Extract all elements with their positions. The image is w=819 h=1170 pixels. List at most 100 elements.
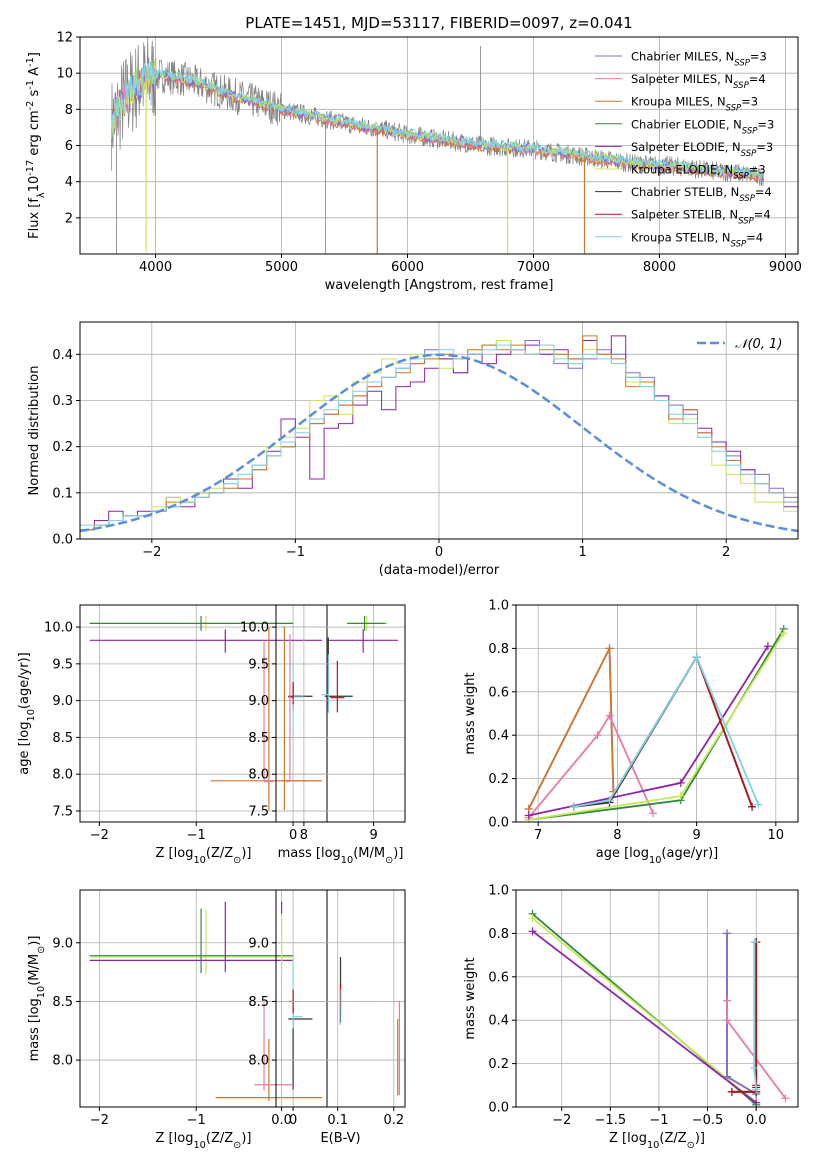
x-tick-label: 0 [435, 545, 443, 560]
y-tick-label: 8.0 [248, 1054, 269, 1069]
grid [80, 890, 327, 1107]
y-axis-label: Normed distribution [27, 366, 42, 496]
x-tick-label: −2 [90, 828, 109, 843]
grid [276, 605, 405, 822]
y-tick-label: 10 [56, 67, 73, 82]
axes-residuals: −2 −1 0 1 2 0.0 0.1 0.2 0.3 0.4 (data-model)/error… [27, 321, 799, 578]
y-tick-label: 0.3 [52, 394, 73, 409]
y-tick-label: 0.0 [488, 1101, 509, 1116]
x-tick-label: 6000 [391, 260, 424, 275]
y-axis-label: mass weight [463, 672, 478, 754]
x-tick-label: 0.0 [746, 1113, 767, 1128]
x-tick-label: 8 [613, 828, 621, 843]
y-tick-label: 0.2 [488, 1057, 509, 1072]
chart-title: PLATE=1451, MJD=53117, FIBERID=0097, z=0… [245, 14, 632, 32]
weight-line [573, 655, 760, 808]
x-axis-label: Z [log10(Z/Z⊙)] [609, 1131, 705, 1151]
x-axis-label: Z [log10(Z/Z⊙)] [156, 846, 252, 866]
y-tick-label: 9.5 [248, 657, 269, 672]
x-tick-label: 8000 [643, 260, 676, 275]
legend-entry: 𝒩(0, 1) [735, 337, 782, 352]
x-tick-label: 5000 [265, 260, 298, 275]
plot-area [528, 909, 790, 1107]
histogram-series [80, 340, 798, 531]
plot-area [524, 624, 788, 822]
grid [516, 604, 798, 823]
x-axis-label: (data-model)/error [379, 563, 500, 578]
y-tick-label: 0.1 [52, 486, 73, 501]
weight-line [528, 645, 769, 817]
y-tick-label: 7.5 [52, 804, 73, 819]
weight-line [531, 917, 757, 1104]
histogram-series [80, 344, 798, 526]
legend-entry: Kroupa ELODIE, NSSP=3 [631, 163, 766, 182]
y-tick-label: 0.0 [488, 816, 509, 831]
x-axis-label: mass [log10(M/M⊙)] [278, 846, 404, 866]
x-axis-label: age [log10(age/yr)] [596, 846, 719, 866]
y-tick-label: 0.4 [488, 1014, 509, 1029]
y-tick-label: 12 [56, 31, 73, 46]
x-tick-label: 1 [578, 545, 586, 560]
axes-frame [515, 889, 799, 1108]
x-tick-label: 0.0 [271, 1113, 292, 1128]
plot-area [89, 616, 323, 811]
x-tick-label: −1 [286, 545, 305, 560]
y-tick-label: 7.5 [248, 804, 269, 819]
y-tick-label: 0.6 [488, 685, 509, 700]
y-tick-label: 8.5 [248, 995, 269, 1010]
x-tick-label: 0 [289, 828, 297, 843]
plot-area [89, 901, 323, 1102]
weight-line [731, 942, 758, 1093]
legend-entry: Salpeter ELODIE, NSSP=3 [631, 140, 773, 159]
x-tick-label: −0.5 [692, 1113, 724, 1128]
y-axis-label: Flux [fλ10-17 erg cm-2 s-1 A-1] [25, 52, 47, 239]
y-tick-label: 8.5 [248, 731, 269, 746]
x-tick-label: 9 [692, 828, 700, 843]
x-tick-label: 7 [534, 828, 542, 843]
y-tick-label: 10.0 [240, 621, 269, 636]
x-tick-label: −1.5 [595, 1113, 627, 1128]
y-tick-label: 8.0 [52, 1054, 73, 1069]
x-tick-label: 0.1 [327, 1113, 348, 1128]
legend-entry: Chabrier MILES, NSSP=3 [631, 50, 767, 69]
y-tick-label: 9.0 [248, 694, 269, 709]
histogram-series [80, 335, 798, 531]
x-tick-label: 4000 [139, 260, 172, 275]
x-tick-label: −1 [649, 1113, 668, 1128]
y-tick-label: 0.4 [52, 348, 73, 363]
y-tick-label: 0.6 [488, 970, 509, 985]
axes-frame [515, 604, 799, 823]
normal-curve [80, 353, 798, 533]
x-tick-label: −1 [187, 1113, 206, 1128]
plot-area [80, 335, 798, 533]
axes-frame [275, 604, 406, 823]
y-tick-label: 0.8 [488, 642, 509, 657]
axes-weight_vs_age: 7 8 9 10 0.0 0.2 0.4 0.6 0.8 1.0 age [log10(age/yr… [463, 599, 799, 866]
x-tick-label: 8 [300, 828, 308, 843]
histogram-series [80, 340, 798, 531]
weight-line [726, 933, 757, 1095]
y-tick-label: 8 [65, 103, 73, 118]
x-tick-label: −1 [187, 828, 206, 843]
x-tick-label: 0.2 [383, 1113, 404, 1128]
x-tick-label: 10 [768, 828, 785, 843]
legend-entry: Chabrier ELODIE, NSSP=3 [631, 117, 774, 136]
legend: 𝒩(0, 1) [697, 337, 782, 352]
plot-area [281, 901, 400, 1096]
legend-entry: Salpeter MILES, NSSP=4 [631, 72, 766, 91]
x-axis-label: wavelength [Angstrom, rest frame] [325, 278, 554, 293]
legend-entry: Salpeter STELIB, NSSP=4 [631, 208, 771, 227]
x-tick-label: 9000 [769, 260, 802, 275]
y-tick-label: 9.0 [52, 694, 73, 709]
x-tick-label: 2 [722, 545, 730, 560]
y-tick-label: 9.0 [248, 936, 269, 951]
y-tick-label: 0.2 [488, 772, 509, 787]
x-tick-label: 9 [369, 828, 377, 843]
y-tick-label: 0.4 [488, 729, 509, 744]
x-tick-label: 0 [289, 1113, 297, 1128]
legend: Chabrier MILES, NSSP=3 Salpeter MILES, NS… [595, 50, 774, 249]
plot-area [111, 37, 765, 254]
axes-frame [79, 889, 328, 1108]
axes-weight_vs_Z: −2 −1.5 −1 −0.5 0.0 0.0 0.2 0.4 0.6 0.8 1.0 Z [log1… [463, 884, 799, 1151]
y-tick-label: 8.5 [52, 731, 73, 746]
